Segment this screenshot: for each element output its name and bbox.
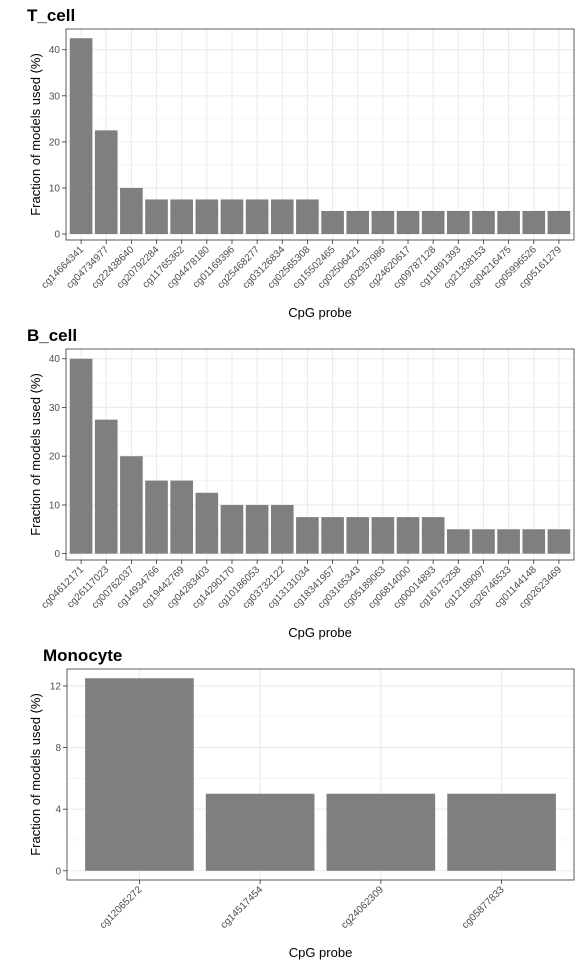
bar-cg18341957 <box>321 517 344 554</box>
bar-cg13131034 <box>296 517 319 554</box>
x-axis-label: CpG probe <box>288 625 352 640</box>
x-axis-label: CpG probe <box>289 945 353 960</box>
y-axis-label: Fraction of models used (%) <box>28 53 43 216</box>
bar-cg12065272 <box>85 678 194 871</box>
bar-cg00014893 <box>421 517 445 554</box>
bar-cg14934766 <box>145 480 168 554</box>
y-tick-label: 4 <box>55 805 61 816</box>
y-axis-label: Fraction of models used (%) <box>28 693 43 856</box>
bar-cg05161279 <box>547 210 571 235</box>
x-tick-label: cg24062309 <box>339 884 386 931</box>
y-tick-label: 12 <box>50 681 62 692</box>
x-axis-label: CpG probe <box>288 305 352 320</box>
chart-title: Monocyte <box>43 646 122 665</box>
bar-cg03126834 <box>270 199 294 235</box>
bar-cg04216475 <box>497 210 520 235</box>
chart-title: T_cell <box>27 6 75 25</box>
y-tick-label: 30 <box>49 403 61 414</box>
bar-cg05877833 <box>447 793 556 871</box>
y-tick-label: 20 <box>49 452 61 463</box>
bar-cg15502465 <box>321 210 344 235</box>
y-axis-label: Fraction of models used (%) <box>28 373 43 536</box>
y-tick-label: 10 <box>49 183 61 194</box>
bar-cg20792284 <box>145 199 168 235</box>
bar-cg02506421 <box>346 210 370 235</box>
bar-cg05996526 <box>522 210 546 235</box>
y-tick-label: 8 <box>55 743 61 754</box>
bar-cg06814000 <box>396 517 420 554</box>
y-tick-label: 10 <box>49 500 61 511</box>
y-tick-label: 0 <box>55 866 61 877</box>
bar-cg04734977 <box>94 130 118 235</box>
bar-cg25468277 <box>245 199 269 235</box>
bar-cg14664341 <box>69 38 93 235</box>
panel-border <box>66 668 575 881</box>
bar-cg04478180 <box>195 199 219 235</box>
y-tick-label: 30 <box>49 91 61 102</box>
panel-border <box>65 28 575 241</box>
y-tick-label: 0 <box>54 549 60 560</box>
bar-cg14290170 <box>220 504 244 554</box>
bar-cg05189063 <box>371 517 395 554</box>
bar-cg11765362 <box>170 199 193 235</box>
chart-title: B_cell <box>27 326 77 345</box>
x-tick-label: cg14517454 <box>219 884 266 931</box>
bar-cg01144148 <box>522 529 546 554</box>
x-tick-label: cg12065272 <box>98 884 145 931</box>
bar-cg22438640 <box>120 187 143 235</box>
bar-cg21338153 <box>472 210 495 235</box>
bar-cg16175258 <box>447 529 470 554</box>
bar-cg26117023 <box>94 419 118 554</box>
y-tick-label: 40 <box>49 354 61 365</box>
bar-cg11891393 <box>447 210 470 235</box>
y-tick-label: 20 <box>49 137 61 148</box>
bar-cg26746533 <box>497 529 520 554</box>
bar-cg04612171 <box>69 358 93 554</box>
bar-cg02937986 <box>371 210 395 235</box>
y-tick-label: 0 <box>54 230 60 241</box>
bar-cg00762037 <box>120 456 143 554</box>
bar-cg10186053 <box>245 504 269 554</box>
bar-cg24620617 <box>396 210 420 235</box>
panel-t-cell: 010203040cg14664341cg04734977cg22438640c… <box>27 6 575 320</box>
bar-cg09787128 <box>421 210 445 235</box>
bar-cg04283403 <box>195 492 219 554</box>
bar-cg02623469 <box>547 529 571 554</box>
x-tick-label: cg05877833 <box>460 884 507 931</box>
panel-b-cell: 010203040cg04612171cg26117023cg00762037c… <box>27 326 575 640</box>
panel-border <box>65 348 575 561</box>
bar-cg01169396 <box>220 199 244 235</box>
panel-monocyte: 0 4 8 12 cg12065272 cg14517454 cg24062309 cg058… <box>28 646 575 960</box>
bar-cg24062309 <box>326 793 436 871</box>
bar-cg19442769 <box>170 480 193 554</box>
bar-cg14517454 <box>205 793 315 871</box>
bar-cg03732122 <box>270 504 294 554</box>
bar-cg02565308 <box>296 199 319 235</box>
y-tick-label: 40 <box>49 45 61 56</box>
bar-cg03165343 <box>346 517 370 554</box>
bar-cg12189097 <box>472 529 495 554</box>
